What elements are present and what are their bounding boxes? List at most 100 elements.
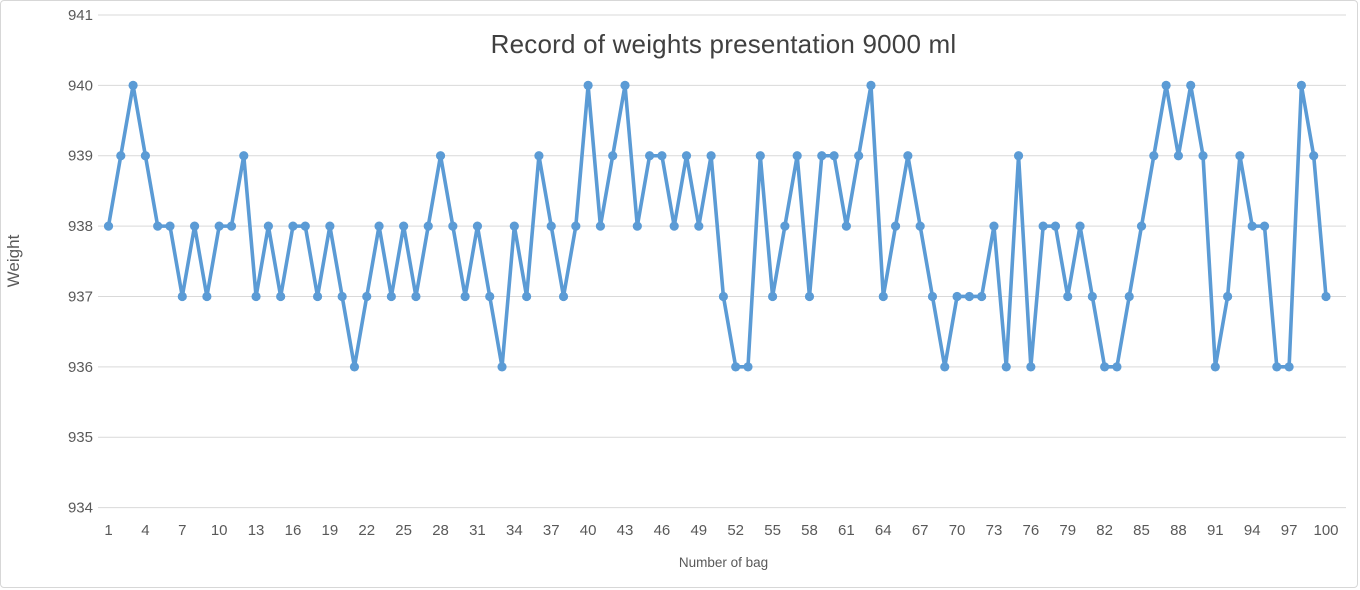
data-point-marker [349,362,360,372]
data-point-marker [767,291,778,302]
data-point-marker [878,291,888,302]
data-point-marker [1001,362,1011,372]
data-point-marker [1100,362,1110,372]
data-point-marker [817,151,827,161]
y-tick-label: 938 [68,218,93,235]
x-tick-label: 64 [875,522,892,539]
x-tick-label: 61 [838,522,855,539]
x-tick-label: 40 [580,522,597,539]
data-point-marker [854,151,864,161]
data-point-marker [804,291,815,302]
x-tick-label: 16 [285,522,302,539]
data-point-marker [1223,291,1233,302]
data-point-marker [829,151,839,161]
data-point-marker [435,151,446,161]
data-point-marker [841,221,851,231]
y-axis-title: Weight [4,234,23,288]
data-point-marker [288,221,298,231]
x-tick-label: 4 [141,522,149,539]
data-point-marker [1013,151,1024,161]
data-point-marker [608,151,618,161]
data-point-marker [1136,221,1147,231]
data-point-marker [362,291,372,302]
x-tick-label: 76 [1023,522,1040,539]
data-point-marker [681,151,692,161]
data-point-marker [1173,151,1184,161]
data-point-marker [386,291,396,302]
data-point-marker [571,221,581,231]
data-point-marker [620,80,630,90]
data-point-marker [399,221,409,231]
x-tick-label: 31 [469,522,486,539]
y-tick-label: 936 [68,359,93,376]
x-tick-label: 82 [1096,522,1113,539]
data-point-marker [1161,80,1171,90]
data-point-marker [1321,291,1331,302]
data-point-marker [1186,80,1196,90]
data-point-marker [165,221,175,231]
x-tick-label: 1 [104,522,112,539]
x-tick-label: 13 [248,522,265,539]
data-point-marker [116,151,126,161]
x-tick-label: 85 [1133,522,1150,539]
x-tick-label: 25 [395,522,412,539]
data-point-marker [1075,221,1085,231]
x-tick-label: 10 [211,522,228,539]
data-point-marker [755,151,765,161]
data-line [106,83,1328,369]
data-point-marker [546,221,556,231]
x-tick-label: 97 [1281,522,1298,539]
data-point-marker [780,221,790,231]
data-point-marker [632,221,642,231]
data-point-marker [312,291,323,302]
x-tick-label: 73 [986,522,1003,539]
y-tick-label: 940 [68,77,93,94]
data-point-marker [718,291,728,302]
x-tick-label: 43 [617,522,634,539]
x-tick-label: 100 [1313,522,1338,539]
x-tick-label: 46 [654,522,671,539]
y-tick-label: 937 [68,288,93,305]
data-point-marker [103,221,114,231]
x-axis-title: Number of bag [678,555,769,570]
data-point-marker [1272,362,1282,372]
data-point-marker [1149,151,1159,161]
data-point-marker [940,362,950,372]
data-point-marker [1284,362,1294,372]
y-tick-label: 941 [68,7,93,24]
data-point-marker [595,221,606,231]
data-point-marker [534,151,544,161]
data-point-marker [140,151,150,161]
data-point-marker [189,221,200,231]
data-point-marker [1063,291,1073,302]
data-point-marker [497,362,507,372]
data-point-marker [1112,362,1122,372]
x-tick-label: 52 [727,522,744,539]
x-tick-label: 79 [1059,522,1076,539]
data-point-marker [214,221,224,231]
data-point-marker [423,221,433,231]
x-tick-label: 37 [543,522,560,539]
data-point-marker [792,151,802,161]
data-point-marker [731,362,741,372]
data-point-marker [669,221,679,231]
data-point-marker [509,221,519,231]
x-tick-label: 7 [178,522,186,539]
data-point-marker [177,291,187,302]
x-tick-label: 58 [801,522,818,539]
data-point-marker [989,221,999,231]
data-point-marker [583,80,593,90]
x-tick-label: 88 [1170,522,1187,539]
chart-title: Record of weights presentation 9000 ml [490,29,957,59]
x-tick-label: 94 [1244,522,1261,539]
data-point-marker [645,151,655,161]
data-point-marker [153,221,163,231]
data-point-marker [251,291,261,302]
data-point-marker [411,291,421,302]
data-point-marker [1296,80,1307,90]
data-point-marker [890,221,901,231]
data-point-marker [485,291,495,302]
y-tick-label: 934 [68,500,93,517]
x-tick-label: 28 [432,522,449,539]
